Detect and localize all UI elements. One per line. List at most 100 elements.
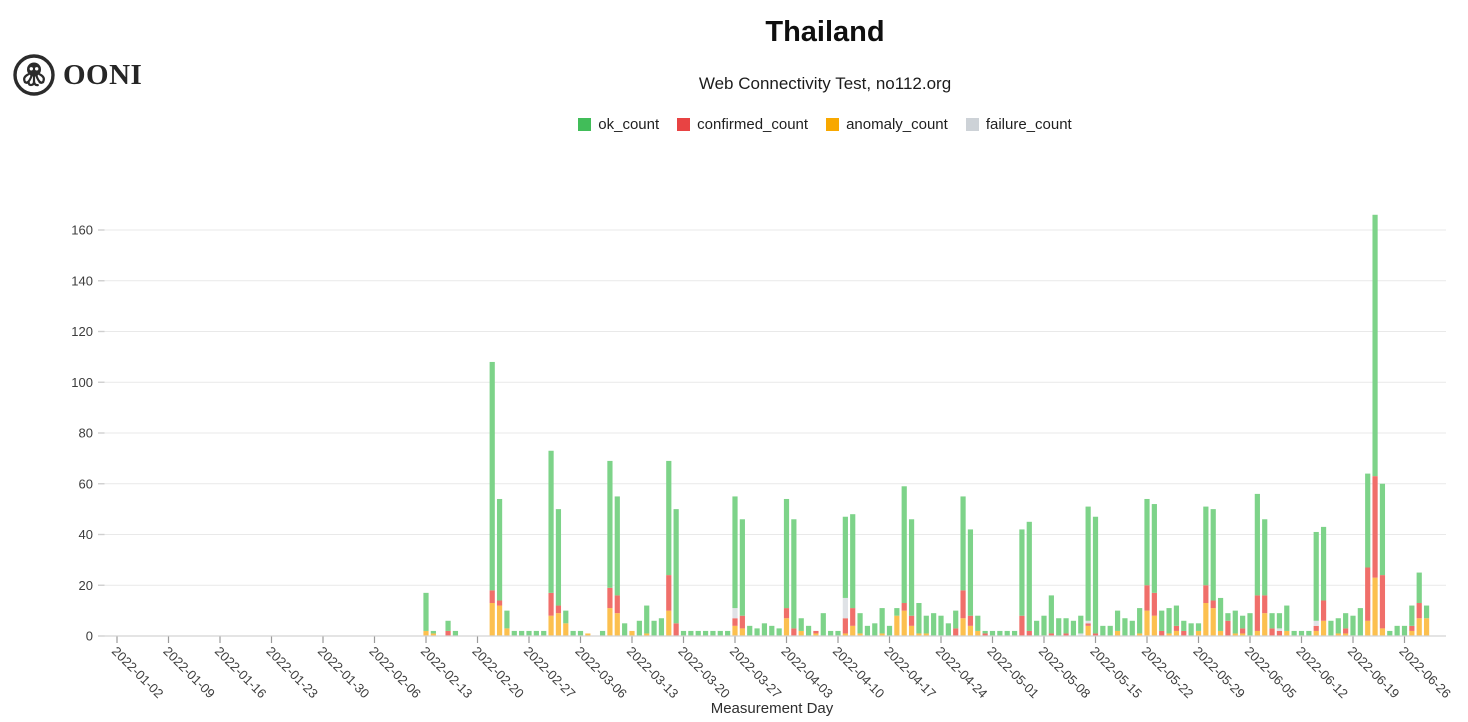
bar-segment-confirmed_count[interactable] xyxy=(1173,625,1180,631)
bar-segment-confirmed_count[interactable] xyxy=(489,590,495,604)
bar-segment-failure_count[interactable] xyxy=(842,597,848,619)
bar-segment-anomaly_count[interactable] xyxy=(585,633,591,636)
bar-segment-confirmed_count[interactable] xyxy=(1240,628,1246,634)
bar-segment-ok_count[interactable] xyxy=(622,623,628,636)
bar-segment-ok_count[interactable] xyxy=(1276,613,1283,629)
bar-segment-anomaly_count[interactable] xyxy=(1166,633,1172,636)
bar-segment-ok_count[interactable] xyxy=(1379,483,1386,576)
bar-segment-confirmed_count[interactable] xyxy=(1320,600,1327,621)
bar-segment-ok_count[interactable] xyxy=(1298,630,1305,636)
bar-segment-anomaly_count[interactable] xyxy=(423,630,429,636)
bar-segment-ok_count[interactable] xyxy=(872,623,878,636)
bar-segment-confirmed_count[interactable] xyxy=(908,615,915,626)
bar-segment-ok_count[interactable] xyxy=(1181,620,1187,631)
bar-segment-anomaly_count[interactable] xyxy=(1254,630,1260,636)
bar-segment-anomaly_count[interactable] xyxy=(1372,577,1378,636)
bar-segment-ok_count[interactable] xyxy=(1262,519,1268,596)
bar-segment-ok_count[interactable] xyxy=(1357,608,1363,636)
bar-segment-ok_count[interactable] xyxy=(842,516,848,598)
bar-segment-ok_count[interactable] xyxy=(533,630,539,636)
bar-segment-confirmed_count[interactable] xyxy=(1144,585,1150,611)
bar-segment-confirmed_count[interactable] xyxy=(953,628,959,636)
bar-segment-confirmed_count[interactable] xyxy=(1210,600,1216,609)
bar-segment-ok_count[interactable] xyxy=(747,625,753,636)
bar-segment-ok_count[interactable] xyxy=(1041,615,1047,636)
bar-segment-anomaly_count[interactable] xyxy=(1416,618,1422,636)
bar-segment-failure_count[interactable] xyxy=(1313,620,1319,626)
bar-segment-failure_count[interactable] xyxy=(1078,633,1084,636)
bar-segment-ok_count[interactable] xyxy=(725,630,731,636)
bar-segment-ok_count[interactable] xyxy=(1328,620,1334,636)
bar-segment-anomaly_count[interactable] xyxy=(916,633,922,636)
bar-segment-ok_count[interactable] xyxy=(938,615,944,636)
bar-segment-ok_count[interactable] xyxy=(1048,595,1054,634)
bar-segment-confirmed_count[interactable] xyxy=(1269,628,1275,636)
bar-segment-anomaly_count[interactable] xyxy=(1137,633,1143,636)
bar-segment-ok_count[interactable] xyxy=(1063,618,1069,634)
bar-segment-ok_count[interactable] xyxy=(430,630,436,634)
bar-segment-anomaly_count[interactable] xyxy=(548,615,554,636)
bar-segment-ok_count[interactable] xyxy=(599,630,606,636)
bar-segment-ok_count[interactable] xyxy=(710,630,716,636)
bar-segment-ok_count[interactable] xyxy=(496,498,503,601)
bar-segment-anomaly_count[interactable] xyxy=(504,628,510,636)
bar-segment-anomaly_count[interactable] xyxy=(1423,618,1430,636)
bar-segment-ok_count[interactable] xyxy=(1195,623,1202,631)
bar-segment-ok_count[interactable] xyxy=(901,486,907,604)
bar-segment-ok_count[interactable] xyxy=(1313,531,1319,621)
bar-segment-ok_count[interactable] xyxy=(519,630,525,636)
bar-segment-ok_count[interactable] xyxy=(577,630,584,636)
bar-segment-ok_count[interactable] xyxy=(702,630,709,636)
bar-segment-confirmed_count[interactable] xyxy=(1276,630,1283,636)
bar-segment-ok_count[interactable] xyxy=(894,608,900,616)
bar-segment-ok_count[interactable] xyxy=(982,630,988,634)
bar-segment-ok_count[interactable] xyxy=(1335,618,1341,634)
bar-segment-ok_count[interactable] xyxy=(526,630,532,636)
bar-segment-ok_count[interactable] xyxy=(908,519,915,616)
bar-segment-ok_count[interactable] xyxy=(1122,618,1128,636)
bar-segment-ok_count[interactable] xyxy=(570,630,576,636)
bar-segment-confirmed_count[interactable] xyxy=(1416,603,1422,619)
bar-segment-ok_count[interactable] xyxy=(680,630,687,636)
bar-segment-ok_count[interactable] xyxy=(548,450,554,593)
bar-segment-anomaly_count[interactable] xyxy=(894,615,900,636)
bar-segment-anomaly_count[interactable] xyxy=(1262,613,1268,636)
bar-segment-anomaly_count[interactable] xyxy=(1085,625,1091,636)
bar-segment-confirmed_count[interactable] xyxy=(1019,615,1025,636)
bar-segment-ok_count[interactable] xyxy=(1056,618,1062,636)
bar-segment-confirmed_count[interactable] xyxy=(445,630,451,636)
bar-segment-ok_count[interactable] xyxy=(1247,613,1253,636)
bar-segment-anomaly_count[interactable] xyxy=(879,633,885,636)
bar-segment-ok_count[interactable] xyxy=(791,519,797,629)
bar-segment-ok_count[interactable] xyxy=(489,361,495,591)
bar-segment-confirmed_count[interactable] xyxy=(732,618,738,626)
bar-segment-ok_count[interactable] xyxy=(820,613,826,636)
bar-segment-anomaly_count[interactable] xyxy=(644,633,650,636)
bar-segment-ok_count[interactable] xyxy=(989,630,996,636)
bar-segment-ok_count[interactable] xyxy=(960,496,966,591)
bar-segment-confirmed_count[interactable] xyxy=(1343,628,1349,634)
bar-segment-ok_count[interactable] xyxy=(997,630,1003,636)
bar-segment-confirmed_count[interactable] xyxy=(666,575,672,611)
bar-segment-confirmed_count[interactable] xyxy=(1365,567,1371,621)
bar-segment-ok_count[interactable] xyxy=(666,460,672,576)
bar-segment-confirmed_count[interactable] xyxy=(1026,630,1032,636)
bar-segment-ok_count[interactable] xyxy=(1372,214,1378,477)
legend-item-failure_count[interactable]: failure_count xyxy=(965,116,1072,133)
bar-segment-anomaly_count[interactable] xyxy=(813,633,819,636)
bar-segment-ok_count[interactable] xyxy=(1100,625,1106,636)
bar-segment-ok_count[interactable] xyxy=(953,610,959,629)
bar-segment-anomaly_count[interactable] xyxy=(1232,633,1238,636)
bar-segment-failure_count[interactable] xyxy=(732,608,738,619)
bar-segment-anomaly_count[interactable] xyxy=(1217,630,1224,636)
bar-segment-confirmed_count[interactable] xyxy=(607,587,613,609)
legend-item-ok_count[interactable]: ok_count xyxy=(578,116,659,133)
bar-segment-anomaly_count[interactable] xyxy=(614,613,620,636)
bar-segment-anomaly_count[interactable] xyxy=(1313,630,1319,636)
bar-segment-ok_count[interactable] xyxy=(688,630,694,636)
bar-segment-ok_count[interactable] xyxy=(1107,625,1113,636)
bar-segment-ok_count[interactable] xyxy=(783,498,790,609)
bar-segment-confirmed_count[interactable] xyxy=(901,603,907,611)
bar-segment-ok_count[interactable] xyxy=(511,630,517,636)
bar-segment-ok_count[interactable] xyxy=(607,460,613,588)
